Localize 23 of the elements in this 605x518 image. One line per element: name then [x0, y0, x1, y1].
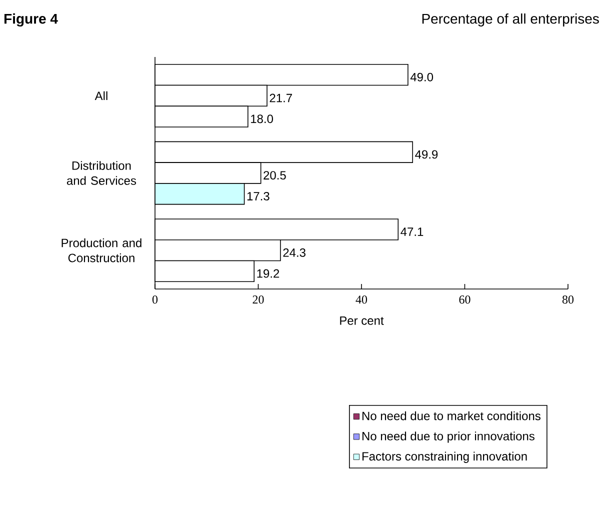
- data-label: 24.3: [283, 248, 306, 257]
- legend-label: Factors constraining innovation: [362, 452, 527, 463]
- x-tick-label: 60: [459, 296, 470, 304]
- data-label: 19.2: [257, 269, 280, 278]
- x-tick-label: 20: [252, 296, 264, 304]
- text: Figure 4: [4, 13, 58, 27]
- legend-label: No need due to market conditions: [362, 411, 540, 420]
- data-label: 49.0: [410, 72, 434, 82]
- data-label: 17.3: [247, 192, 270, 200]
- x-tick-label: 40: [356, 296, 368, 304]
- x-axis-title: Per cent: [340, 316, 384, 325]
- y-tick-label: Production and Construction: [62, 238, 142, 262]
- data-label: 49.9: [415, 150, 438, 159]
- chart-subtitle: Percentage of all enterprises: [422, 13, 599, 27]
- data-label: 21.7: [270, 94, 292, 102]
- x-tick-label: 80: [562, 296, 574, 304]
- y-tick-label: All: [94, 91, 108, 100]
- legend-label: No need due to prior innovations: [362, 432, 534, 443]
- x-tick-label: 0: [152, 296, 158, 304]
- y-tick-label: Distribution and Services: [66, 161, 136, 185]
- data-label: 47.1: [400, 228, 424, 236]
- data-label: 18.0: [251, 114, 274, 124]
- data-label: 20.5: [264, 171, 286, 180]
